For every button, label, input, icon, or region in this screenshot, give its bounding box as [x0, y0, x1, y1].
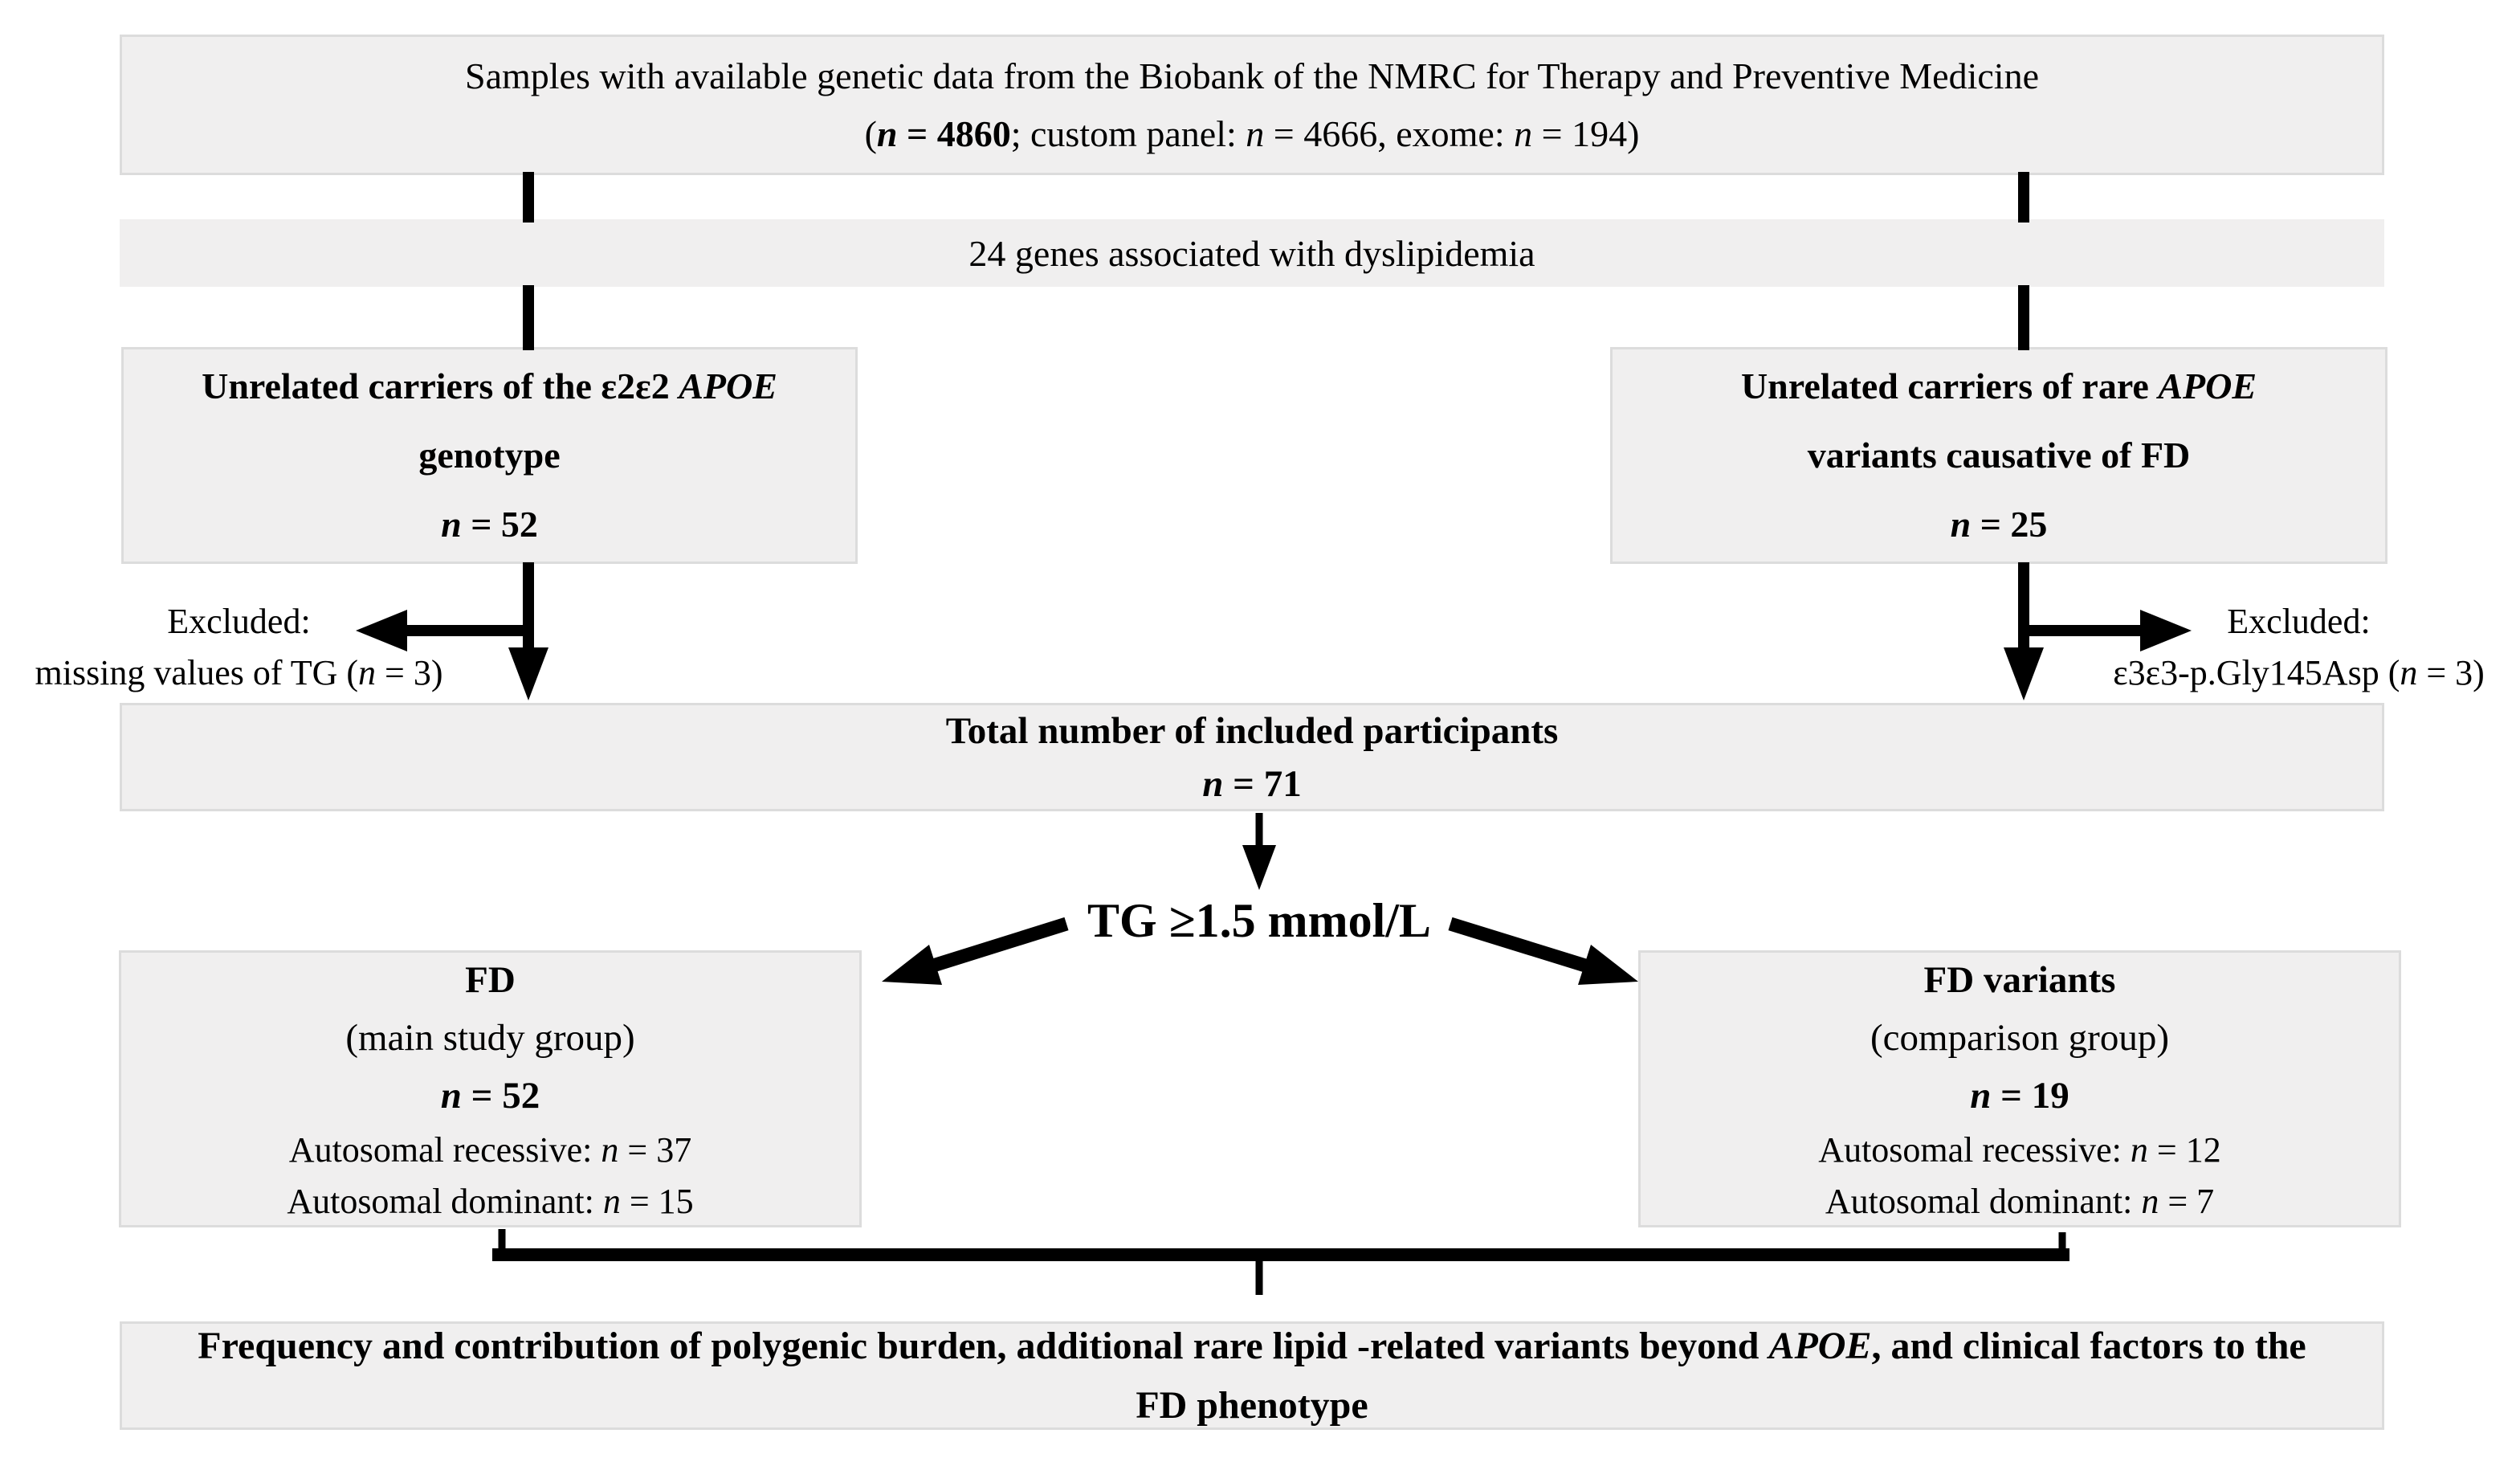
excluded-right-reason: ε3ε3-p.Gly145Asp (n = 3) [2113, 653, 2485, 692]
fd-variants-recessive: Autosomal recessive: n = 12 [1818, 1129, 2221, 1170]
fd-variants-title: FD variants [1923, 958, 2116, 1001]
e2e2-carriers-line2: genotype [418, 435, 561, 476]
e2e2-carriers-line1: Unrelated carriers of the ε2ε2 APOE [202, 366, 777, 406]
outcome-box: Frequency and contribution of polygenic … [120, 1321, 2384, 1430]
fd-main-subtitle: (main study group) [345, 1016, 635, 1059]
genes-strip-label: 24 genes associated with dyslipidemia [968, 232, 1535, 274]
excluded-right-label: Excluded: ε3ε3-p.Gly145Asp (n = 3) [2080, 596, 2518, 699]
arrowhead-rare-to-total [2004, 647, 2044, 700]
fd-variants-count: n = 19 [1970, 1074, 2069, 1117]
fd-variants-subtitle: (comparison group) [1870, 1016, 2169, 1059]
tg-threshold-label: TG ≥1.5 mmol/L [1087, 894, 1431, 947]
total-participants-count: n = 71 [1202, 762, 1302, 805]
excluded-right-title: Excluded: [2227, 602, 2371, 641]
rare-apoe-line2: variants causative of FD [1807, 435, 2191, 476]
fd-variants-dominant: Autosomal dominant: n = 7 [1825, 1181, 2215, 1221]
samples-box: Samples with available genetic data from… [120, 35, 2384, 175]
outcome-text: Frequency and contribution of polygenic … [198, 1324, 2306, 1427]
total-participants-line1: Total number of included participants [945, 709, 1559, 752]
rare-apoe-carriers-box: Unrelated carriers of rare APOE variants… [1610, 347, 2387, 564]
e2e2-carriers-box: Unrelated carriers of the ε2ε2 APOE geno… [121, 347, 858, 564]
bracket-bar [492, 1248, 2069, 1261]
excluded-left-label: Excluded: missing values of TG (n = 3) [0, 596, 478, 699]
arrowhead-tg-to-fd-variants [1578, 945, 1638, 985]
e2e2-carriers-count: n = 52 [441, 504, 538, 545]
samples-box-line2: (n = 4860; custom panel: n = 4666, exome… [864, 112, 1640, 154]
genes-strip: 24 genes associated with dyslipidemia [120, 219, 2384, 287]
excluded-left-title: Excluded: [167, 602, 311, 641]
total-participants-box: Total number of included participants n … [120, 703, 2384, 811]
fd-main-dominant: Autosomal dominant: n = 15 [287, 1181, 694, 1221]
fd-main-count: n = 52 [440, 1074, 540, 1117]
arrowhead-total-to-tg [1242, 845, 1276, 890]
samples-box-line1: Samples with available genetic data from… [465, 55, 2039, 96]
fd-variants-comparison-box: FD variants (comparison group) n = 19 Au… [1638, 950, 2401, 1227]
fd-main-title: FD [465, 958, 516, 1001]
rare-apoe-count: n = 25 [1950, 504, 2048, 545]
arrowhead-e2e2-to-total [508, 647, 548, 700]
rare-apoe-line1: Unrelated carriers of rare APOE [1740, 366, 2257, 406]
fd-main-group-box: FD (main study group) n = 52 Autosomal r… [119, 950, 862, 1227]
arrowhead-tg-to-fd [882, 945, 942, 985]
excluded-left-reason: missing values of TG (n = 3) [35, 653, 443, 692]
fd-main-recessive: Autosomal recessive: n = 37 [288, 1129, 692, 1170]
